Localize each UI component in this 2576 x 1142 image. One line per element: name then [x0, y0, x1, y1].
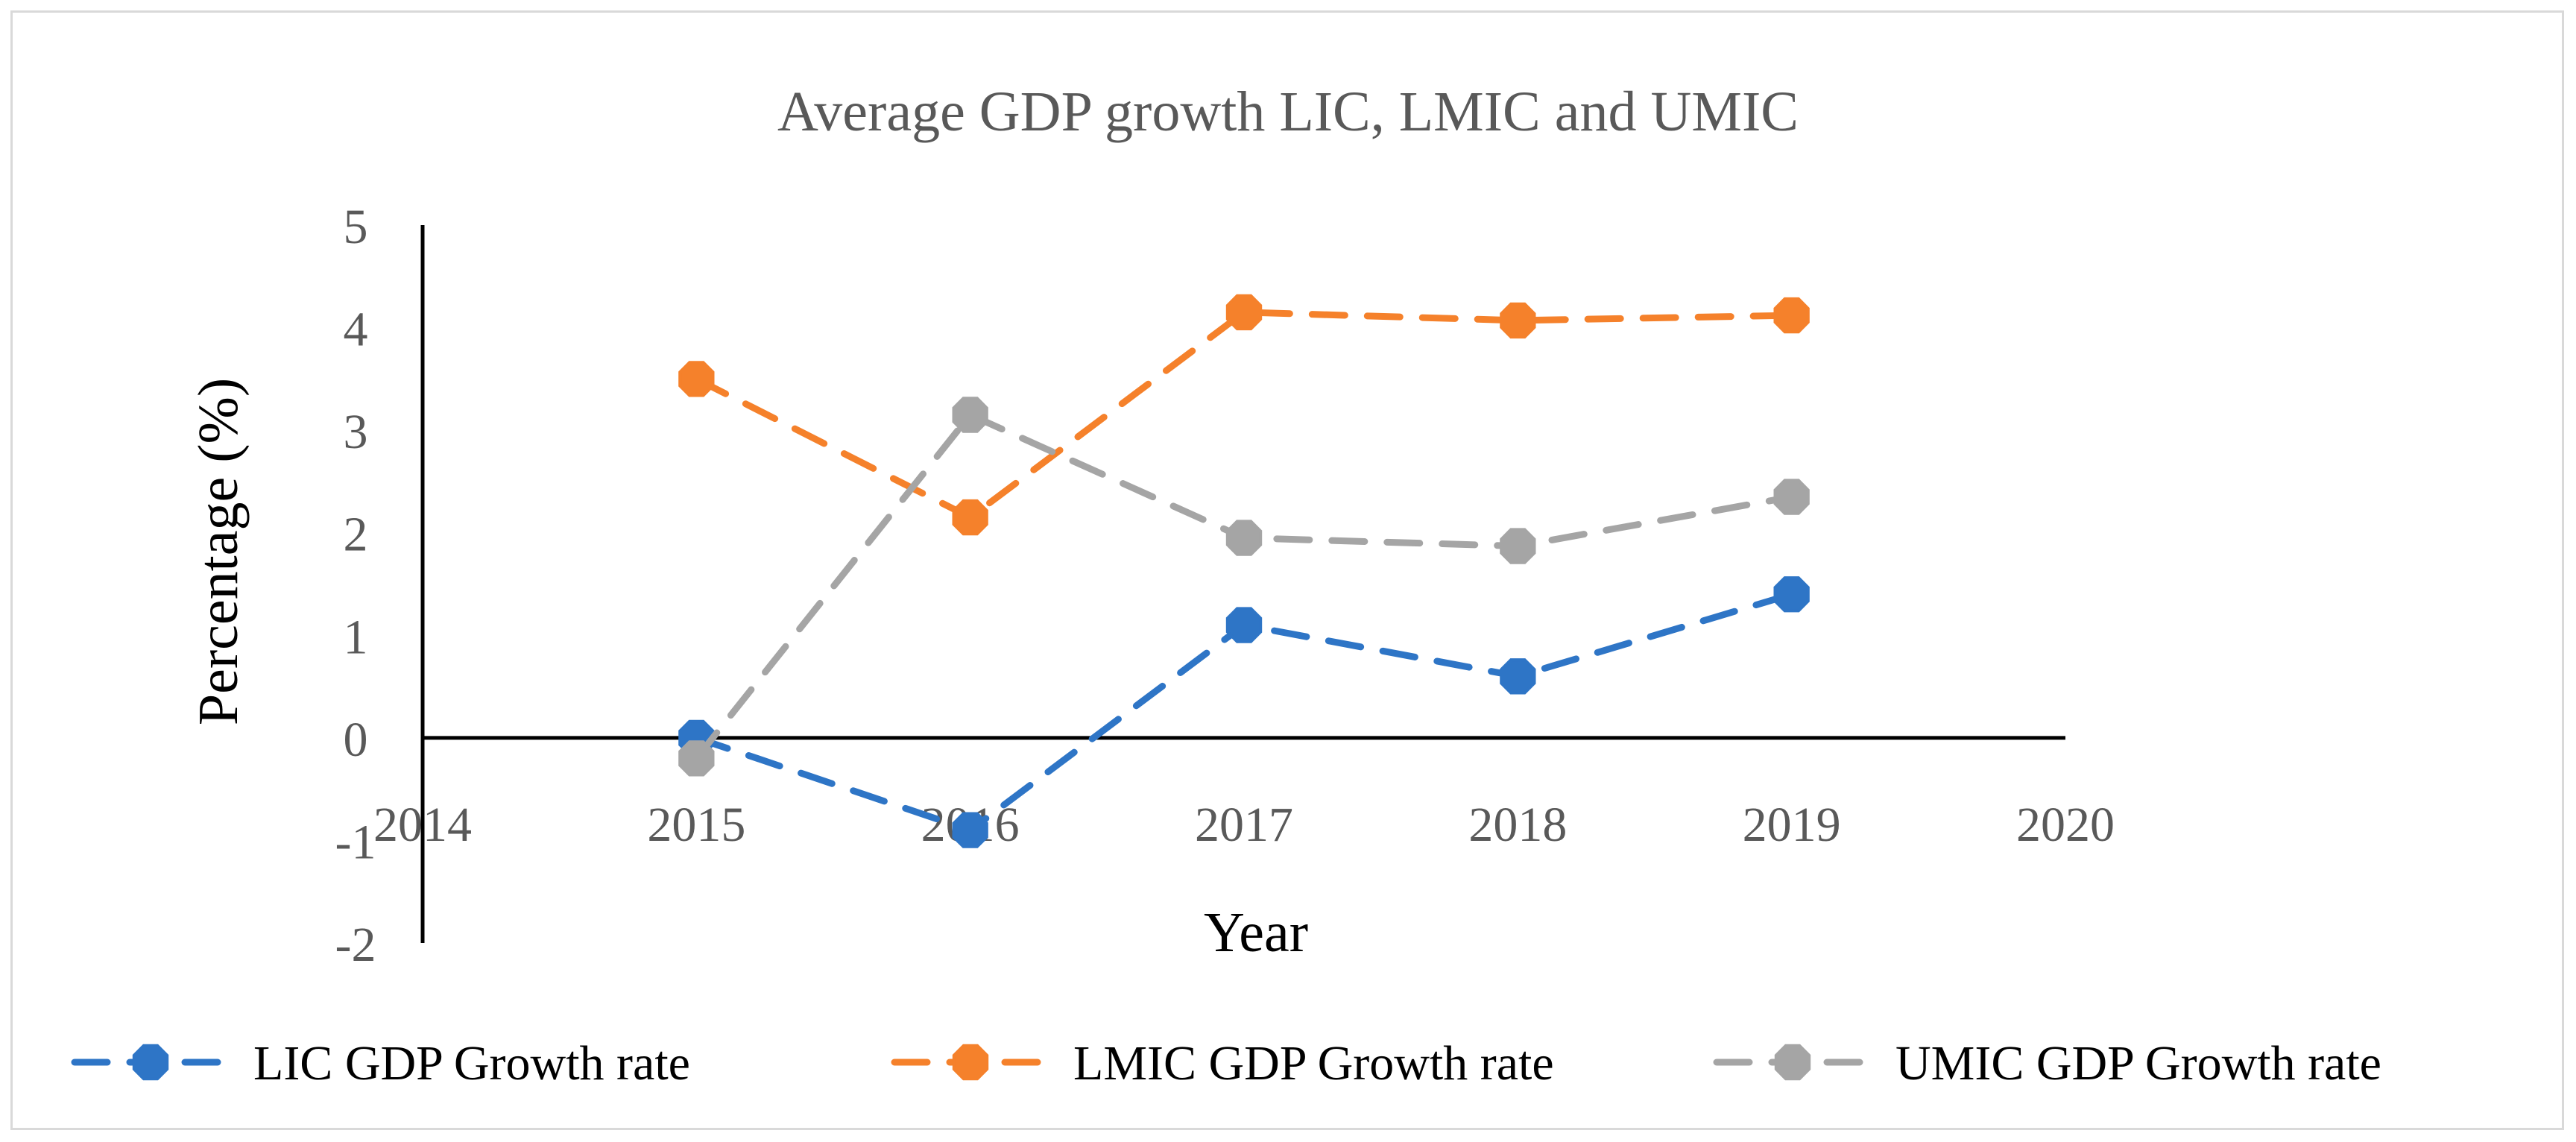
series-1 [678, 576, 1810, 848]
data-point [952, 812, 988, 848]
tick-labels: -2-10123452014201520162017201820192020 [335, 200, 2115, 972]
legend-marker [1774, 1044, 1811, 1081]
y-axis-title: Percentage (%) [187, 378, 250, 725]
x-tick-label: 2019 [1743, 798, 1841, 852]
series-line [692, 411, 1796, 762]
data-point [1773, 297, 1810, 334]
legend-marker [132, 1044, 169, 1081]
y-tick-label: 3 [344, 405, 368, 459]
data-point [952, 499, 988, 536]
legend-item: LMIC GDP Growth rate [891, 1036, 1554, 1091]
legend-item: LIC GDP Growth rate [71, 1036, 690, 1091]
x-tick-label: 2014 [373, 798, 472, 852]
series-line [692, 309, 1796, 521]
data-point [678, 361, 715, 397]
legend-label: LMIC GDP Growth rate [1073, 1036, 1554, 1091]
y-tick-label: 2 [344, 508, 368, 562]
data-point [1500, 302, 1536, 339]
data-point [1500, 528, 1536, 564]
data-point [1773, 576, 1810, 613]
data-point [952, 397, 988, 433]
data-point [1225, 607, 1263, 643]
data-point [678, 740, 715, 777]
data-point [1225, 520, 1263, 556]
legend-item: UMIC GDP Growth rate [1713, 1036, 2381, 1091]
y-tick-label: 5 [344, 200, 368, 254]
legend-label: LIC GDP Growth rate [253, 1036, 690, 1091]
x-tick-label: 2018 [1468, 798, 1567, 852]
x-tick-label: 2017 [1195, 798, 1293, 852]
data-point [1225, 294, 1263, 331]
x-axis-title: Year [1204, 901, 1308, 964]
x-tick-label: 2015 [647, 798, 745, 852]
chart-title: Average GDP growth LIC, LMIC and UMIC [777, 81, 1799, 143]
y-tick-label: 4 [344, 303, 368, 357]
data-point [1773, 479, 1810, 515]
x-tick-label: 2020 [2016, 798, 2115, 852]
series-2 [678, 294, 1810, 536]
chart-frame [10, 10, 2564, 1130]
legend-label: UMIC GDP Growth rate [1895, 1036, 2381, 1091]
y-tick-label: -1 [335, 815, 376, 869]
y-tick-label: 0 [344, 713, 368, 767]
legend-marker [952, 1044, 989, 1081]
y-tick-label: 1 [344, 610, 368, 664]
series-3 [678, 397, 1810, 777]
data-point [1500, 658, 1536, 695]
series-layer [678, 294, 1810, 848]
y-tick-label: -2 [335, 918, 376, 972]
legend: LIC GDP Growth rate LMIC GDP Growth rate U… [71, 1036, 2381, 1091]
